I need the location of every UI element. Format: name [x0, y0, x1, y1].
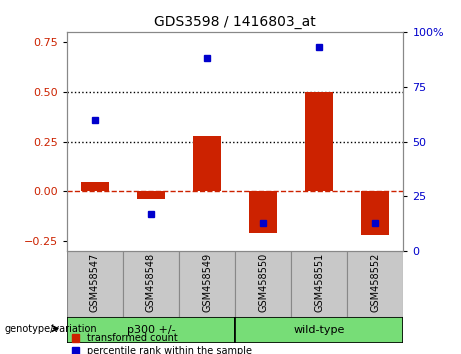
Bar	[67, 317, 235, 343]
Text: GSM458550: GSM458550	[258, 253, 268, 312]
Bar	[347, 251, 403, 317]
Bar	[361, 192, 390, 235]
Text: GSM458549: GSM458549	[202, 253, 212, 312]
Bar	[137, 192, 165, 199]
Text: GSM458548: GSM458548	[146, 253, 156, 312]
Text: GSM458551: GSM458551	[314, 253, 324, 312]
Title: GDS3598 / 1416803_at: GDS3598 / 1416803_at	[154, 16, 316, 29]
Text: p300 +/-: p300 +/-	[127, 325, 175, 335]
Bar	[67, 251, 123, 317]
Legend: transformed count, percentile rank within the sample: transformed count, percentile rank withi…	[72, 333, 252, 354]
Bar	[235, 317, 403, 343]
Bar	[81, 182, 109, 192]
Bar	[305, 92, 333, 192]
Text: wild-type: wild-type	[294, 325, 345, 335]
Bar	[249, 192, 277, 233]
Text: GSM458552: GSM458552	[370, 253, 380, 313]
Text: GSM458547: GSM458547	[90, 253, 100, 312]
Bar	[123, 251, 179, 317]
Bar	[235, 251, 291, 317]
Bar	[193, 136, 221, 192]
Bar	[291, 251, 347, 317]
Text: genotype/variation: genotype/variation	[5, 324, 97, 333]
Bar	[179, 251, 235, 317]
